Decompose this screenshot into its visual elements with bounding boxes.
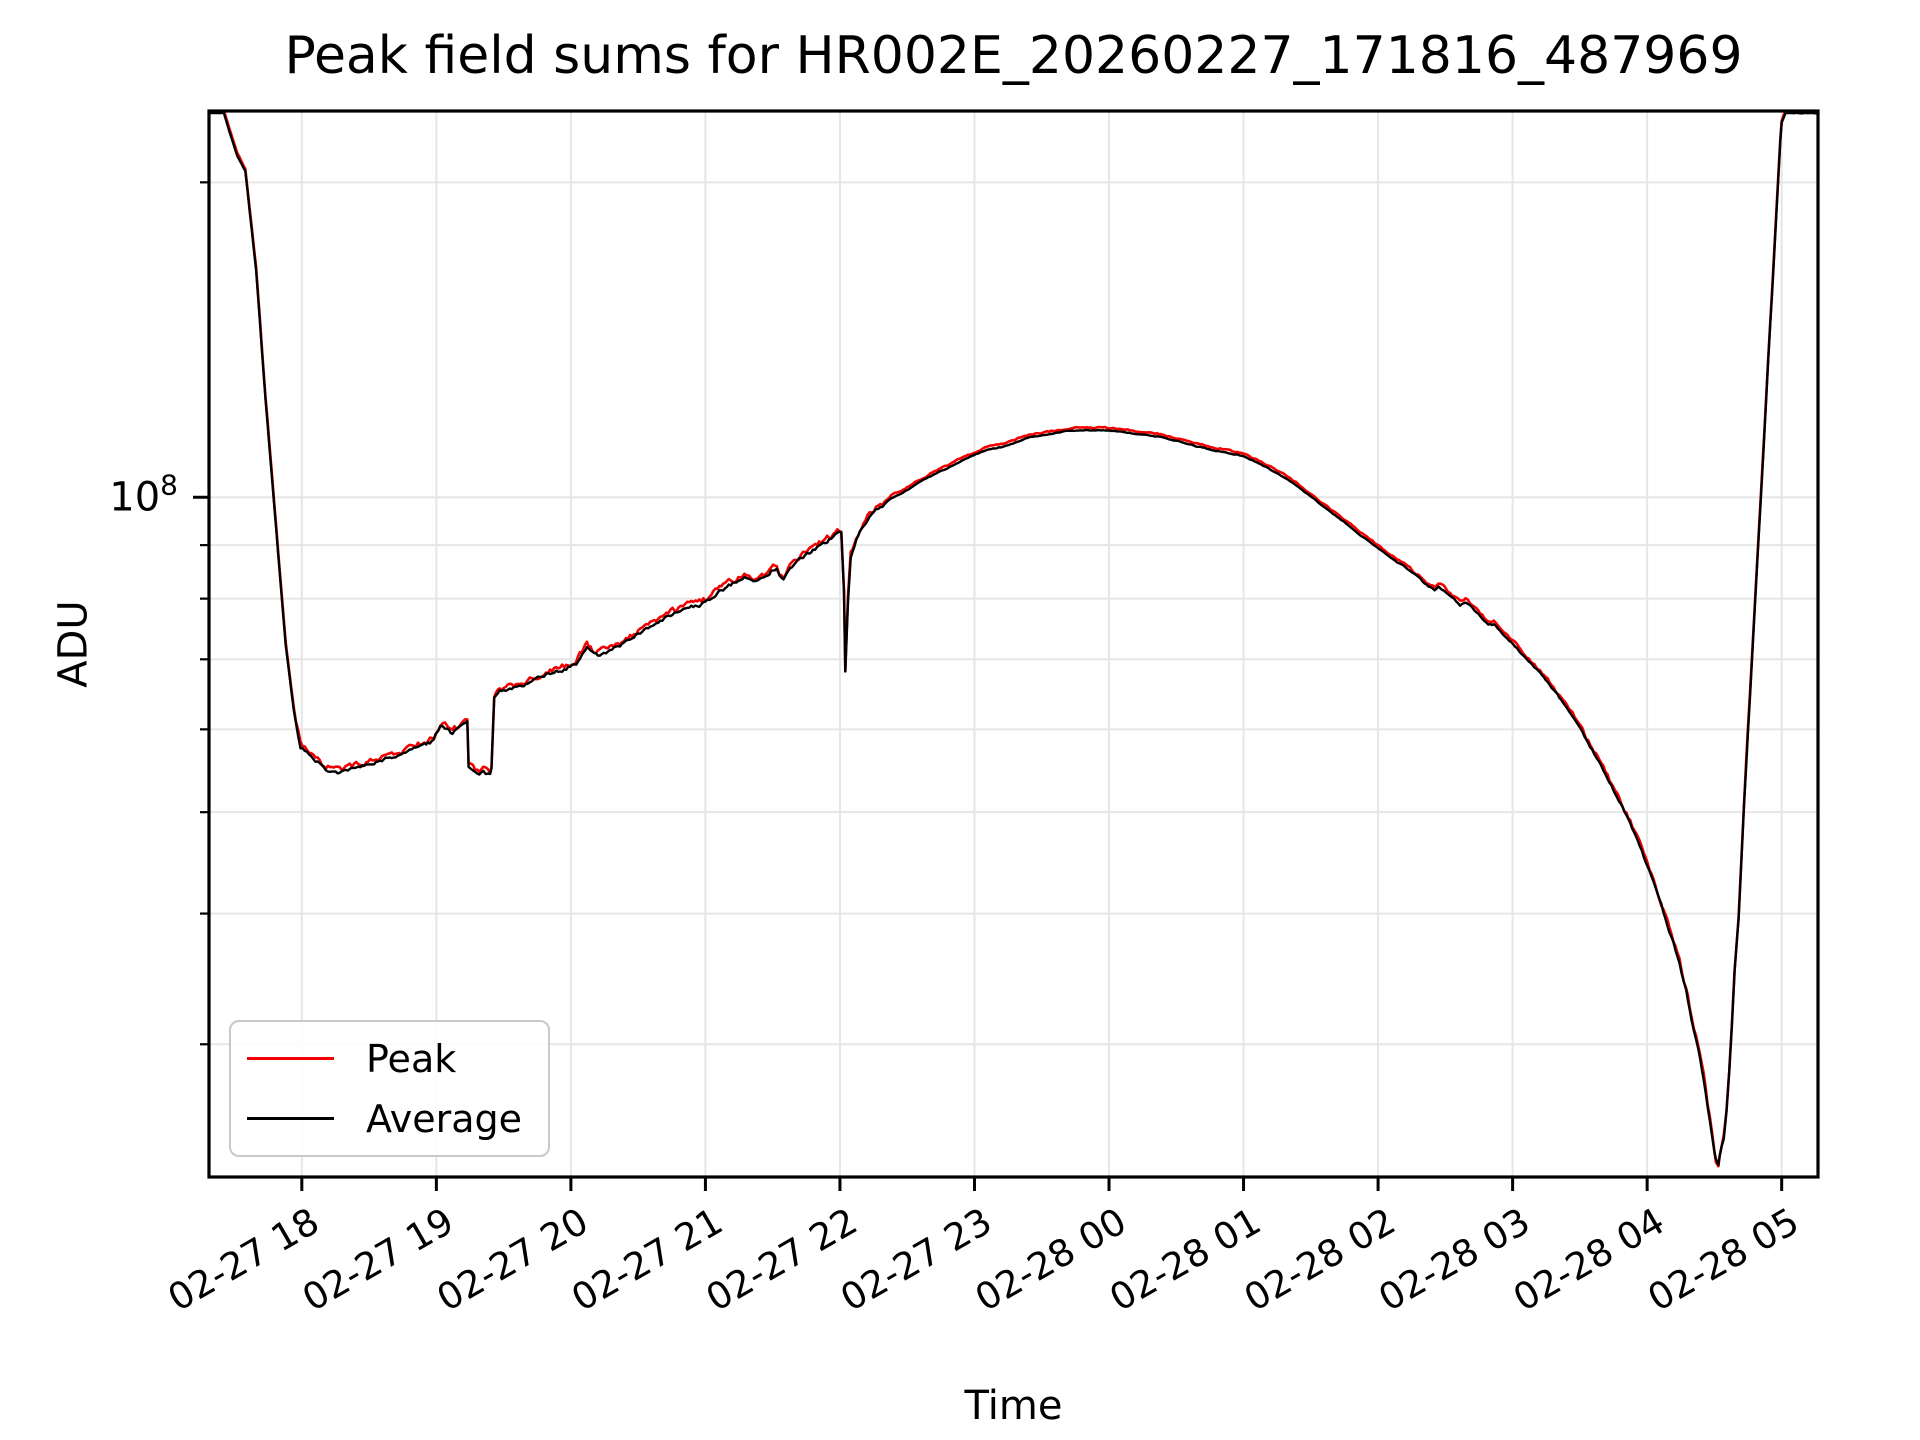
x-tick-label: 02-28 05 <box>1641 1200 1807 1320</box>
x-tick-label: 02-27 20 <box>430 1200 596 1320</box>
x-tick-label: 02-27 21 <box>564 1200 730 1320</box>
peak-series-line <box>209 111 1818 1168</box>
x-axis-label: Time <box>964 1383 1063 1429</box>
series-group <box>209 111 1818 1168</box>
legend: Peak Average <box>229 1020 550 1157</box>
x-tick-label: 02-27 23 <box>833 1200 999 1320</box>
x-tick-label: 02-28 03 <box>1372 1200 1538 1320</box>
x-tick-label: 02-27 22 <box>699 1200 865 1320</box>
x-tick-label: 02-28 02 <box>1237 1200 1403 1320</box>
y-tick-label: 108 <box>109 468 178 520</box>
legend-label-peak: Peak <box>366 1036 457 1081</box>
average-series-line <box>209 111 1818 1167</box>
x-tick-label: 02-27 19 <box>295 1200 461 1320</box>
plot-border <box>207 109 1820 1179</box>
y-axis-label: ADU <box>50 600 97 688</box>
x-tick-label: 02-27 18 <box>161 1200 327 1320</box>
chart-title: Peak field sums for HR002E_20260227_1718… <box>284 26 1743 86</box>
x-tick-label: 02-28 01 <box>1102 1200 1268 1320</box>
legend-item-average: Average <box>247 1100 532 1138</box>
average-line-swatch <box>247 1117 334 1120</box>
legend-label-average: Average <box>366 1096 523 1141</box>
peak-line-swatch <box>247 1057 334 1060</box>
x-tick-label: 02-28 00 <box>968 1200 1134 1320</box>
x-tick-label: 02-28 04 <box>1506 1200 1672 1320</box>
legend-item-peak: Peak <box>247 1040 532 1078</box>
